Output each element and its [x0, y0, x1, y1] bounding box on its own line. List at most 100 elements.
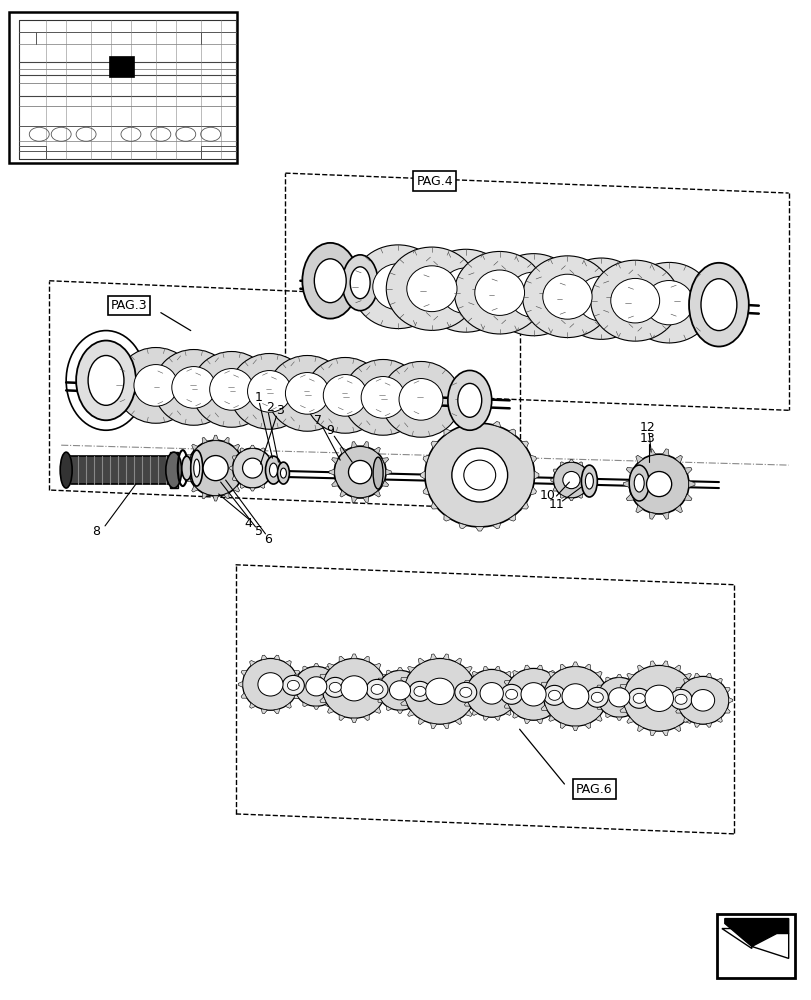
Polygon shape [260, 448, 264, 452]
Ellipse shape [60, 452, 72, 488]
Ellipse shape [508, 272, 558, 317]
Polygon shape [191, 444, 198, 450]
Ellipse shape [522, 256, 611, 338]
Polygon shape [350, 718, 357, 723]
Polygon shape [298, 681, 303, 687]
Ellipse shape [366, 679, 388, 699]
Polygon shape [693, 723, 699, 727]
Polygon shape [363, 656, 369, 662]
Polygon shape [635, 455, 642, 463]
Polygon shape [603, 682, 609, 688]
Polygon shape [475, 688, 481, 694]
Polygon shape [550, 478, 553, 482]
Polygon shape [224, 493, 229, 499]
Polygon shape [637, 665, 643, 671]
Polygon shape [313, 663, 319, 667]
Ellipse shape [629, 454, 689, 514]
Polygon shape [649, 730, 655, 736]
Ellipse shape [590, 260, 679, 341]
Polygon shape [605, 677, 610, 682]
Ellipse shape [378, 670, 422, 710]
Polygon shape [431, 502, 437, 509]
Polygon shape [233, 486, 239, 492]
Ellipse shape [372, 457, 383, 489]
Polygon shape [339, 656, 345, 662]
Polygon shape [716, 678, 722, 683]
Polygon shape [418, 658, 424, 664]
Ellipse shape [629, 465, 648, 501]
Polygon shape [382, 674, 388, 680]
Polygon shape [508, 514, 515, 521]
Polygon shape [521, 502, 528, 509]
Bar [716, 914, 794, 978]
Polygon shape [494, 716, 500, 720]
Polygon shape [727, 698, 732, 703]
Ellipse shape [194, 459, 200, 477]
Ellipse shape [191, 352, 271, 427]
Polygon shape [512, 713, 518, 718]
Polygon shape [512, 670, 518, 676]
Polygon shape [273, 655, 279, 660]
Polygon shape [431, 441, 437, 448]
Polygon shape [635, 505, 642, 513]
Polygon shape [350, 654, 357, 659]
Text: 6: 6 [264, 533, 272, 546]
Ellipse shape [328, 682, 341, 692]
Polygon shape [513, 701, 518, 706]
Polygon shape [672, 698, 676, 703]
Polygon shape [724, 919, 787, 946]
Polygon shape [584, 723, 590, 728]
Polygon shape [243, 465, 248, 471]
Polygon shape [273, 709, 279, 714]
Ellipse shape [334, 446, 385, 498]
Polygon shape [230, 466, 233, 471]
Ellipse shape [628, 688, 650, 708]
Polygon shape [521, 441, 528, 448]
Text: 2: 2 [266, 401, 274, 414]
Ellipse shape [624, 262, 713, 343]
Polygon shape [324, 702, 329, 707]
Ellipse shape [165, 452, 182, 488]
Text: 13: 13 [638, 432, 654, 445]
Ellipse shape [543, 666, 607, 726]
Ellipse shape [277, 462, 289, 484]
Ellipse shape [230, 354, 309, 429]
Polygon shape [572, 662, 577, 667]
Polygon shape [662, 730, 667, 736]
Ellipse shape [380, 361, 461, 437]
Polygon shape [337, 684, 341, 689]
Polygon shape [684, 467, 691, 474]
Ellipse shape [386, 247, 477, 330]
Polygon shape [291, 684, 294, 689]
Ellipse shape [690, 690, 714, 711]
Polygon shape [382, 481, 388, 487]
Polygon shape [705, 673, 710, 678]
Ellipse shape [242, 458, 262, 478]
Ellipse shape [294, 666, 338, 706]
Polygon shape [616, 674, 621, 678]
Ellipse shape [448, 370, 491, 430]
Polygon shape [534, 471, 539, 479]
Ellipse shape [302, 243, 358, 319]
Polygon shape [401, 700, 407, 705]
Ellipse shape [414, 686, 426, 696]
Text: 5: 5 [254, 525, 262, 538]
Ellipse shape [420, 249, 511, 332]
Ellipse shape [348, 460, 371, 484]
Ellipse shape [269, 463, 277, 477]
Polygon shape [398, 688, 404, 694]
Polygon shape [595, 671, 602, 677]
Polygon shape [418, 718, 424, 725]
Polygon shape [458, 421, 466, 427]
Polygon shape [556, 681, 562, 686]
Ellipse shape [406, 266, 457, 312]
Text: 7: 7 [314, 414, 322, 427]
Polygon shape [517, 691, 521, 696]
Polygon shape [303, 702, 307, 707]
Ellipse shape [305, 357, 384, 433]
Polygon shape [524, 719, 530, 724]
Ellipse shape [404, 658, 475, 724]
Polygon shape [472, 677, 478, 683]
Polygon shape [272, 466, 275, 471]
Ellipse shape [454, 682, 476, 702]
